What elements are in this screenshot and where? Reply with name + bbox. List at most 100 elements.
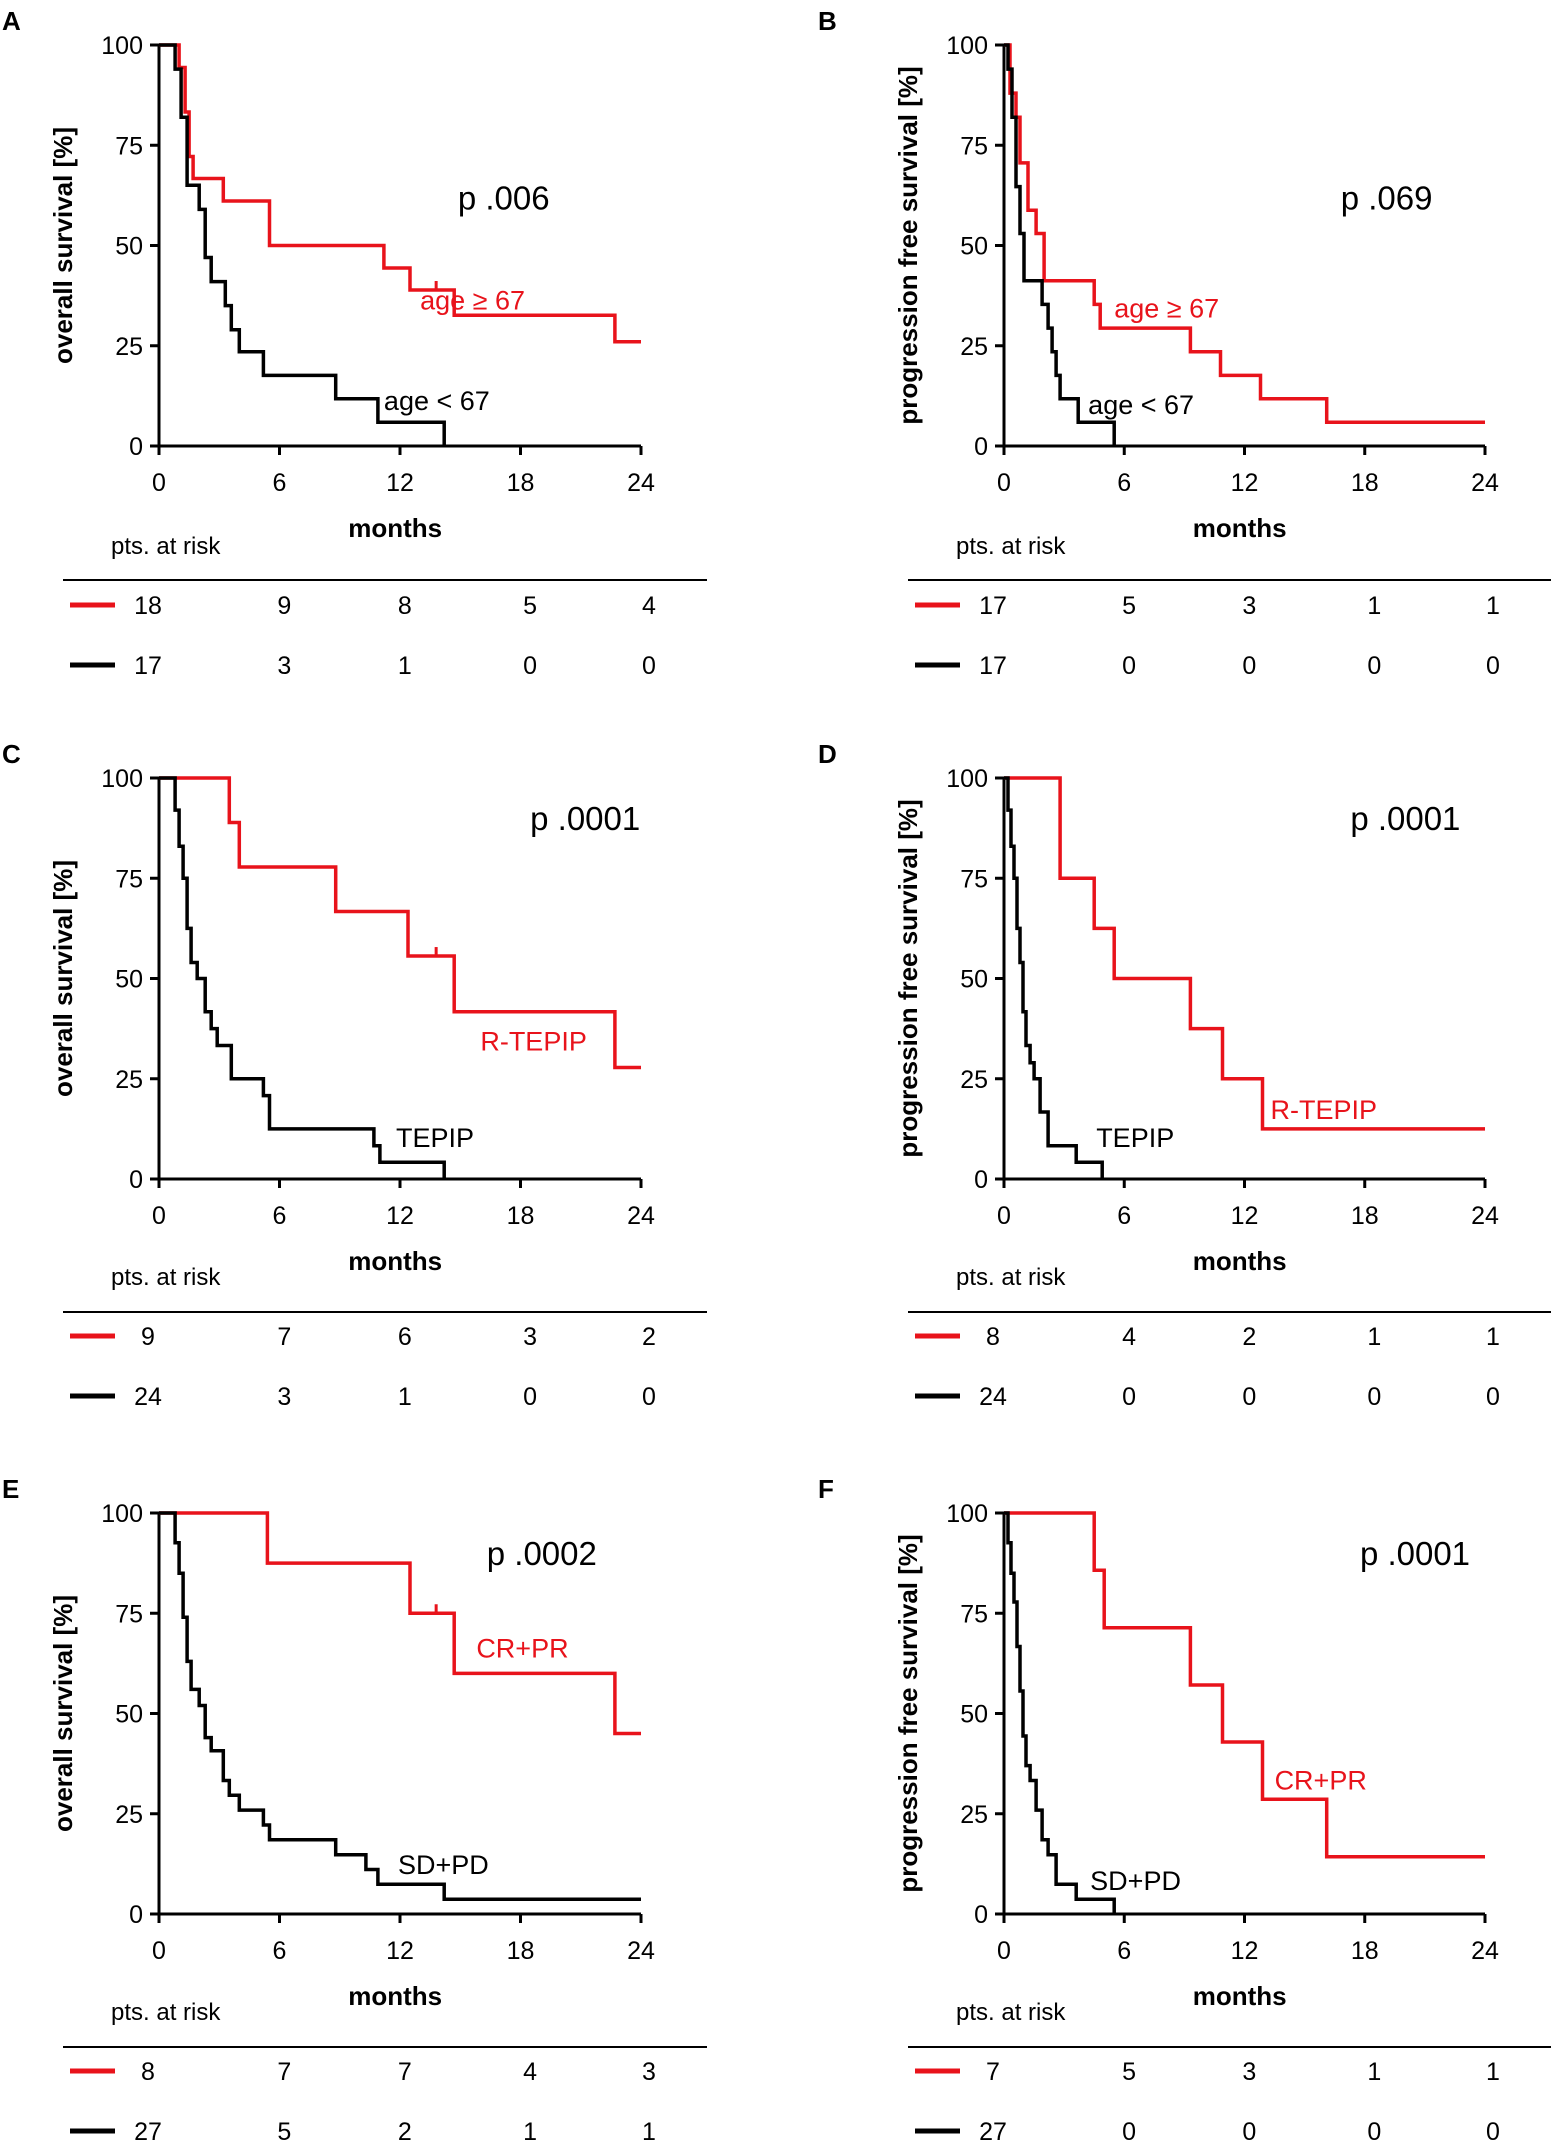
risk-count: 0 [1486, 1383, 1500, 1411]
p-value: p .0001 [1360, 1535, 1470, 1572]
panel-letter: A [2, 6, 21, 36]
y-tick-label: 0 [129, 1901, 143, 1929]
y-tick-label: 50 [960, 233, 988, 261]
risk-count: 18 [134, 592, 162, 620]
x-tick-label: 24 [1471, 1202, 1499, 1230]
panel-letter: B [818, 6, 837, 36]
risk-count: 0 [1486, 652, 1500, 680]
risk-count: 5 [1122, 2058, 1136, 2086]
x-axis-title: months [1193, 1981, 1287, 2011]
risk-count: 6 [398, 1323, 412, 1351]
panel-letter: F [818, 1474, 834, 1504]
y-tick-label: 0 [974, 1166, 988, 1194]
risk-count: 24 [134, 1383, 162, 1411]
x-tick-label: 6 [1117, 1937, 1131, 1965]
risk-count: 7 [277, 2058, 291, 2086]
risk-count: 0 [523, 652, 537, 680]
x-tick-label: 6 [1117, 469, 1131, 497]
y-tick-label: 75 [115, 132, 143, 160]
risk-count: 3 [523, 1323, 537, 1351]
x-tick-label: 18 [1351, 1937, 1379, 1965]
risk-count: 2 [642, 1323, 656, 1351]
survival-curve-black [1004, 1511, 1116, 1914]
curve-label: R-TEPIP [480, 1027, 587, 1057]
x-tick-label: 12 [1231, 469, 1259, 497]
risk-count: 5 [277, 2118, 291, 2146]
y-axis-title: overall survival [%] [48, 860, 78, 1097]
risk-count: 3 [1242, 592, 1256, 620]
survival-curve-black [1004, 776, 1104, 1179]
panel-letter: C [2, 739, 21, 769]
risk-count: 7 [986, 2058, 1000, 2086]
p-value: p .0002 [487, 1535, 597, 1572]
y-tick-label: 75 [960, 132, 988, 160]
x-tick-label: 18 [507, 1202, 535, 1230]
y-tick-label: 100 [946, 765, 988, 793]
y-tick-label: 100 [101, 765, 143, 793]
risk-table-title: pts. at risk [956, 1264, 1066, 1291]
risk-count: 0 [1242, 1383, 1256, 1411]
risk-count: 8 [986, 1323, 1000, 1351]
y-tick-label: 75 [960, 1600, 988, 1628]
risk-count: 0 [1367, 1383, 1381, 1411]
x-axis-title: months [348, 1981, 442, 2011]
risk-count: 1 [1367, 592, 1381, 620]
panel-letter: D [818, 739, 837, 769]
risk-count: 1 [1486, 592, 1500, 620]
curve-label: TEPIP [1096, 1123, 1174, 1153]
y-tick-label: 100 [101, 1500, 143, 1528]
panel-letter: E [2, 1474, 19, 1504]
risk-count: 2 [398, 2118, 412, 2146]
risk-count: 1 [398, 652, 412, 680]
risk-count: 4 [1122, 1323, 1136, 1351]
y-tick-label: 100 [101, 32, 143, 60]
risk-table-title: pts. at risk [111, 1999, 221, 2026]
risk-count: 3 [277, 652, 291, 680]
y-tick-label: 50 [115, 966, 143, 994]
y-axis-title: overall survival [%] [48, 1595, 78, 1832]
y-tick-label: 50 [960, 1701, 988, 1729]
x-tick-label: 24 [1471, 469, 1499, 497]
p-value: p .0001 [530, 800, 640, 837]
risk-count: 0 [642, 1383, 656, 1411]
risk-count: 0 [1122, 2118, 1136, 2146]
curve-label: R-TEPIP [1271, 1095, 1378, 1125]
risk-count: 17 [979, 592, 1007, 620]
x-tick-label: 18 [507, 469, 535, 497]
risk-count: 3 [1242, 2058, 1256, 2086]
risk-count: 1 [1486, 2058, 1500, 2086]
y-tick-label: 0 [129, 1166, 143, 1194]
curve-label: age < 67 [384, 386, 490, 416]
risk-count: 7 [398, 2058, 412, 2086]
y-tick-label: 25 [960, 333, 988, 361]
risk-count: 8 [141, 2058, 155, 2086]
risk-count: 1 [1486, 1323, 1500, 1351]
curve-label: TEPIP [396, 1123, 474, 1153]
y-tick-label: 25 [115, 333, 143, 361]
survival-curve-red [159, 776, 641, 1070]
risk-count: 24 [979, 1383, 1007, 1411]
risk-count: 0 [1122, 652, 1136, 680]
x-tick-label: 0 [997, 469, 1011, 497]
y-tick-label: 75 [960, 865, 988, 893]
x-axis-title: months [348, 513, 442, 543]
survival-curve-black [159, 776, 446, 1179]
survival-curve-red [159, 1511, 641, 1736]
risk-count: 9 [277, 592, 291, 620]
x-tick-label: 6 [273, 469, 287, 497]
x-tick-label: 12 [386, 1202, 414, 1230]
y-axis-title: progression free survival [%] [893, 1534, 923, 1892]
y-axis-title: overall survival [%] [48, 127, 78, 364]
survival-curve-black [159, 1511, 641, 1901]
risk-count: 27 [979, 2118, 1007, 2146]
risk-count: 0 [1486, 2118, 1500, 2146]
x-tick-label: 6 [1117, 1202, 1131, 1230]
y-axis-title: progression free survival [%] [893, 799, 923, 1157]
risk-count: 1 [1367, 1323, 1381, 1351]
p-value: p .069 [1341, 179, 1433, 216]
x-tick-label: 18 [1351, 469, 1379, 497]
